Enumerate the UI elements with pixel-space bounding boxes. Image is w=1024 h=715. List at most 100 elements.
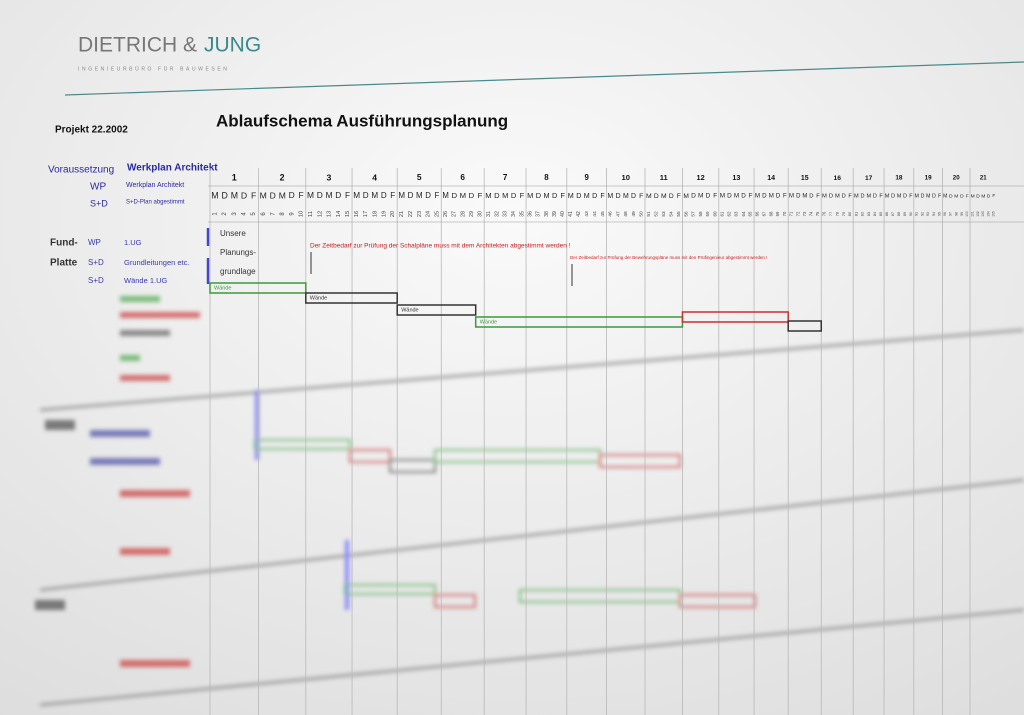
weekday: M [568,191,574,200]
note: Der Zeitbedarf zur Prüfung der Schalplän… [310,243,571,250]
day-number: 98 [954,212,958,216]
day-number: 92 [920,212,924,216]
weekday: D [654,193,659,200]
day-number: 45 [600,211,606,217]
day-number: 54 [669,211,674,217]
weekday: M [822,194,827,200]
weekday: M [885,193,890,199]
weekday: D [669,193,674,200]
blur-marker [255,390,259,460]
weekday: D [469,191,475,200]
weekday: M [398,191,405,200]
week-label: 8 [544,173,549,182]
day-number: 16 [354,211,360,217]
day-number: 8 [280,212,286,216]
day-number: 80 [847,211,852,216]
weekday: M [769,193,774,200]
day-number: 42 [576,211,582,217]
day-number: 48 [623,211,629,217]
weekday: D [616,193,621,200]
header-rule [64,61,1024,96]
day-number: 69 [775,211,780,216]
weekday: F [434,191,439,200]
day-number: 65 [748,211,753,216]
blur-text [120,548,170,555]
day-number: 102 [976,211,980,217]
project: Projekt 22.2002 [55,125,128,136]
day-number: 83 [866,212,871,216]
basis-text: grundlage [220,267,256,276]
weekday: M [260,190,267,200]
day-number: 75 [815,211,820,216]
weekday: M [683,193,689,200]
day-number: 7 [270,212,276,216]
day-number: 88 [897,212,901,216]
day-number: 37 [536,211,542,217]
blur-bar [679,594,756,608]
day-number: 86 [885,212,889,216]
weekday: M [915,193,919,199]
day-number: 72 [795,211,800,216]
day-number: 89 [903,212,907,216]
day-number: 10 [299,210,305,217]
day-number: 53 [661,211,666,217]
weekday: D [317,190,323,200]
day-number: 50 [638,211,644,217]
day-number: 33 [503,211,509,217]
day-number: 105 [992,211,996,217]
day-number: 27 [452,211,458,217]
day-number: 104 [987,211,991,217]
day-number: 34 [511,211,517,217]
weekday: M [646,193,652,200]
day-number: 21 [399,211,405,217]
day-number: 63 [734,211,739,216]
section-line [39,608,1024,707]
day-number: 43 [584,211,590,217]
row-section: Platte [50,258,78,269]
weekday: D [552,191,557,200]
day-number: 59 [705,211,710,217]
blur-bar [344,584,436,595]
day-number: 30 [477,211,483,217]
day-number: 91 [915,212,919,216]
weekday: D [335,191,341,200]
day-number: 58 [698,211,703,217]
weekday: M [835,194,840,200]
day-number: 13 [327,211,333,217]
weekday: M [897,193,902,199]
task-label: Wände [310,295,327,301]
title: Ablaufschema Ausführungsplanung [216,111,508,130]
weekday: D [949,193,953,199]
blurred-lower-sections [35,296,1024,707]
logo-left: DIETRICH & [78,34,197,57]
day-number: 57 [691,211,696,217]
weekday: D [741,193,746,200]
day-number: 85 [879,212,883,216]
weekday: D [706,193,711,200]
task-bar [305,292,398,304]
day-number: 9 [289,212,295,216]
weekday: F [938,193,941,199]
weekday: F [749,193,753,200]
day-number: 1 [212,212,218,216]
day-number: 55 [676,211,681,217]
day-number: 78 [834,211,839,216]
day-number: 5 [251,212,257,216]
blur-bar [389,459,436,473]
weekday: D [408,191,414,200]
blur-text [90,458,160,465]
weekday: M [353,191,360,200]
weekday: M [371,191,378,200]
day-number: 41 [568,211,574,217]
weekday: M [527,191,533,200]
day-number: 71 [789,211,794,216]
basis-text: Planungs- [220,248,256,257]
weekday: D [976,193,980,199]
weekday: M [926,193,930,199]
weekday: M [854,193,859,199]
blur-text [120,660,190,667]
row-code: WP [88,238,101,247]
weekday: F [639,193,643,200]
